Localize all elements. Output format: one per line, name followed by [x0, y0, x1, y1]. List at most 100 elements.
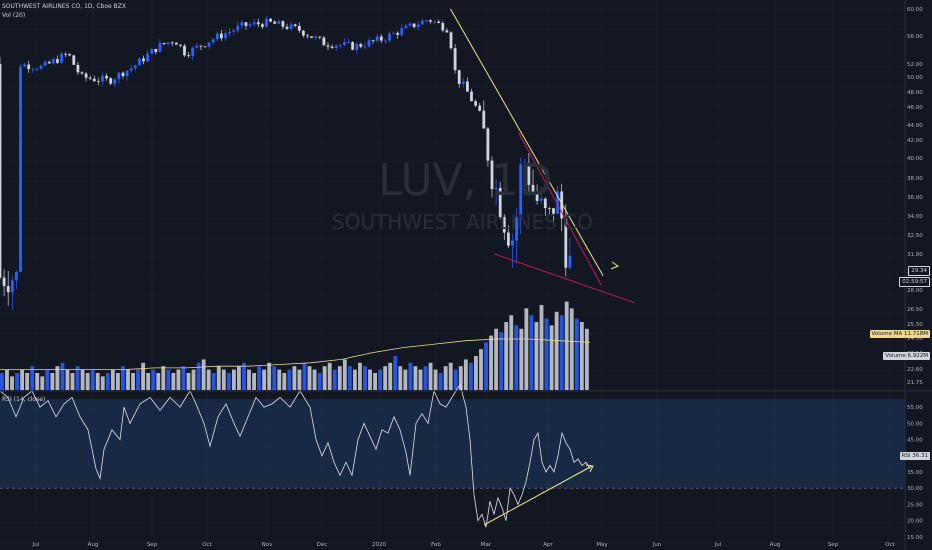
volume-bar [443, 366, 448, 390]
candle-body [2, 277, 6, 287]
candle-body [433, 21, 436, 23]
candle-body [552, 208, 555, 214]
volume-bar [25, 373, 30, 390]
rsi-value: 36.31 [912, 453, 928, 459]
candle-body [523, 163, 527, 165]
volume-bar [564, 301, 569, 390]
volume-bar [30, 366, 35, 390]
volume-bar [292, 366, 297, 390]
candle-body [347, 42, 350, 43]
candle-body [461, 81, 465, 84]
candle-body [113, 79, 117, 84]
candle-body [379, 36, 383, 41]
candle-body [564, 218, 568, 268]
candle-body [60, 53, 63, 63]
candle-body [449, 32, 453, 49]
volume-bar [90, 369, 95, 390]
volume-bar [171, 373, 176, 390]
rsi-line [0, 383, 591, 528]
volume-bar [463, 359, 468, 390]
candle-body [322, 37, 326, 46]
volume-bar [468, 362, 473, 390]
candle-body [498, 187, 502, 217]
x-tick-label: Nov [262, 542, 273, 548]
candle-body [457, 70, 461, 84]
y-tick-label: 22.60 [907, 367, 923, 373]
candle-body [425, 20, 428, 22]
y-tick-label: 46.00 [907, 105, 923, 111]
volume-bar [388, 362, 393, 390]
volume-bar [378, 369, 383, 390]
candle-body [97, 81, 100, 82]
rsi-label: RSI (14, close) [2, 396, 46, 403]
candle-body [224, 33, 227, 39]
candle-body [318, 36, 322, 38]
volume-bar [35, 373, 40, 390]
volume-bar [302, 362, 307, 390]
volume-bar [40, 376, 45, 390]
candle-body [474, 101, 477, 106]
candle-body [445, 30, 449, 33]
volume-bar [413, 366, 418, 390]
rsi-label: RSI [901, 453, 911, 459]
volume-bar [312, 369, 317, 390]
x-tick-label: Jul [714, 542, 722, 548]
y-tick-label: 31.00 [907, 252, 923, 258]
x-tick-label: Dec [317, 542, 328, 548]
volume-bar [504, 322, 509, 390]
volume-bar [5, 369, 9, 390]
candle-body [302, 30, 305, 36]
candle-body [363, 46, 367, 48]
volume-bar [247, 369, 251, 390]
y-tick-label: 42.00 [907, 138, 923, 144]
x-tick-label: Oct [202, 542, 212, 548]
candle-body [392, 32, 395, 34]
rsi-tick-label: 30.00 [907, 486, 923, 492]
candle-body [310, 36, 313, 38]
volume-bar [297, 369, 302, 390]
candle-body [43, 61, 47, 66]
candle-body [228, 31, 231, 34]
candle-body [314, 36, 318, 38]
x-tick-label: Apr [543, 542, 553, 548]
candles [0, 16, 572, 311]
candle-body [256, 22, 260, 25]
volume-bar [226, 373, 231, 390]
candle-body [232, 30, 236, 32]
candle-body [396, 32, 400, 35]
volume-bar [231, 369, 236, 390]
candle-body [80, 72, 84, 74]
candle-body [416, 24, 420, 28]
candle-body [326, 45, 330, 47]
volume-bar [126, 369, 130, 390]
volume-bar [282, 373, 287, 390]
volume-bar [191, 369, 196, 390]
volume-bar [141, 362, 146, 390]
y-tick-label: 50.00 [907, 75, 923, 81]
volume-bar [534, 322, 539, 390]
rsi-tick-label: 20.00 [907, 519, 923, 525]
volume-bar [146, 373, 151, 390]
volume-bar [484, 342, 488, 390]
volume-bar [60, 362, 65, 390]
candle-body [203, 46, 207, 48]
volume-bar [494, 328, 499, 390]
candle-body [273, 21, 277, 24]
candle-body [486, 128, 490, 161]
y-tick-label: 38.00 [907, 176, 923, 182]
volume-bar [277, 369, 282, 390]
volume-bar [393, 356, 398, 390]
candle-body [6, 286, 10, 293]
volume-bar [151, 369, 156, 390]
candle-body [560, 191, 564, 219]
countdown-badge: 02:59:57 [899, 277, 930, 287]
volume-bar [257, 366, 262, 390]
volume-bar [242, 362, 246, 390]
volume-bar [221, 369, 226, 390]
candle-body [121, 72, 125, 77]
last-price-badge: 29.34 [908, 266, 930, 276]
volume-bar [423, 366, 428, 390]
candle-body [297, 25, 301, 31]
volume-bar [20, 369, 25, 390]
